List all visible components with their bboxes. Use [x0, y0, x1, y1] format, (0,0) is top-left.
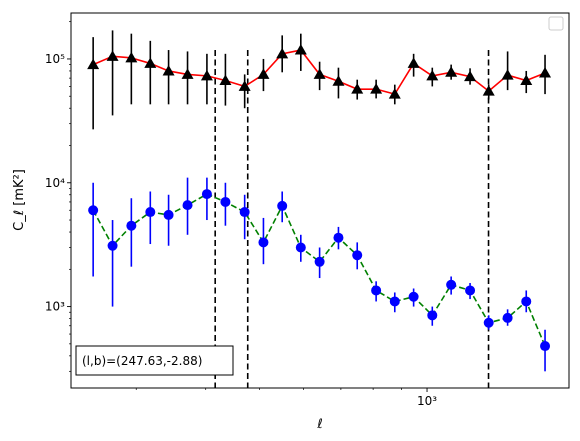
- series-1-point: [390, 296, 400, 306]
- series-0-point: [107, 50, 119, 61]
- series-1-point: [88, 205, 98, 215]
- annotation-text: (l,b)=(247.63,-2.88): [82, 354, 202, 368]
- series-0-point: [163, 65, 175, 76]
- series-1: [88, 178, 550, 372]
- series-1-point: [409, 292, 419, 302]
- series-1-point: [108, 241, 118, 251]
- series-1-point: [446, 280, 456, 290]
- series-0-point: [295, 44, 307, 55]
- series-1-point: [220, 197, 230, 207]
- series-0-point: [445, 66, 457, 77]
- series-1-point: [521, 296, 531, 306]
- y-axis-label: C_ℓ [mK²]: [12, 169, 27, 231]
- x-axis-label: ℓ: [316, 417, 322, 432]
- series-1-point: [465, 285, 475, 295]
- series-0-point: [502, 69, 514, 80]
- series-0-point: [539, 67, 551, 78]
- series-1-point: [145, 207, 155, 217]
- series-1-point: [352, 250, 362, 260]
- series-1-point: [427, 310, 437, 320]
- series-1-point: [240, 207, 250, 217]
- series-0-point: [408, 57, 420, 67]
- series-0: [87, 30, 551, 129]
- series-1-point: [183, 200, 193, 210]
- series-1-point: [484, 318, 494, 328]
- y-tick-label: 10³: [45, 300, 65, 314]
- series-0-point: [87, 59, 99, 70]
- series-1-point: [333, 233, 343, 243]
- vertical-reference-lines: [215, 50, 488, 388]
- annotation-box: (l,b)=(247.63,-2.88): [76, 346, 233, 375]
- series-layer: [87, 30, 551, 371]
- x-axis-ticks: 10³: [136, 388, 437, 408]
- legend-box: [549, 17, 563, 30]
- series-1-point: [503, 313, 513, 323]
- series-1-point: [296, 243, 306, 253]
- y-tick-label: 10⁵: [45, 52, 65, 66]
- series-1-point: [258, 237, 268, 247]
- series-1-point: [202, 189, 212, 199]
- y-axis-ticks: 10³ 10⁴ 10⁵: [45, 22, 71, 372]
- x-tick-label: 10³: [417, 394, 437, 408]
- series-1-point: [164, 210, 174, 220]
- series-1-point: [315, 257, 325, 267]
- series-1-point: [277, 201, 287, 211]
- series-1-point: [126, 221, 136, 231]
- series-1-point: [540, 341, 550, 351]
- legend: [549, 17, 563, 30]
- series-1-point: [371, 285, 381, 295]
- y-tick-label: 10⁴: [45, 176, 65, 190]
